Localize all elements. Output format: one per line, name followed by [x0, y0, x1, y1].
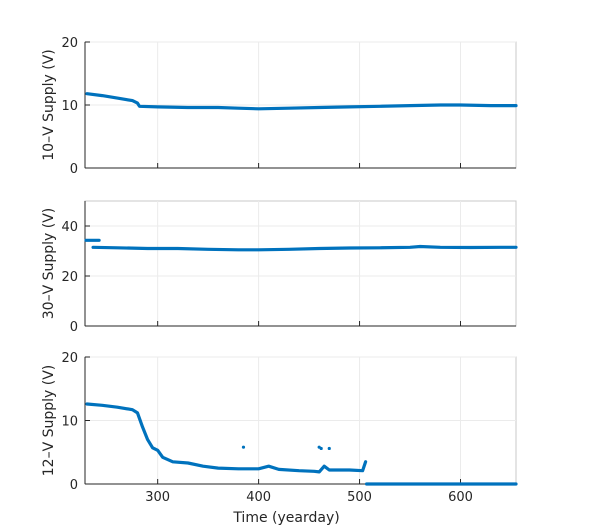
y-axis-label: 10–V Supply (V) — [41, 49, 57, 161]
y-tick-label: 20 — [61, 351, 78, 366]
panel-3: 0 10 20 300 400 500 600 12–V Supply (V) Time (ye… — [41, 351, 518, 525]
y-axis-label: 30–V Supply (V) — [41, 208, 57, 320]
x-tick-label: 300 — [145, 490, 170, 505]
x-tick-label: 400 — [246, 490, 271, 505]
plot-area — [84, 200, 517, 327]
data-point — [241, 445, 246, 449]
series-line — [85, 402, 368, 474]
x-tick-label: 500 — [347, 490, 372, 505]
x-axis-label: Time (yearday) — [232, 510, 339, 525]
y-tick-label: 0 — [70, 320, 78, 335]
y-tick-label: 20 — [61, 270, 78, 285]
y-axis-label: 12–V Supply (V) — [41, 365, 57, 477]
data-point — [327, 446, 331, 451]
y-tick-label: 40 — [61, 220, 78, 235]
y-tick-label: 0 — [70, 162, 78, 177]
y-tick-label: 10 — [61, 415, 78, 430]
y-tick-label: 20 — [61, 36, 78, 51]
panel-2: 0 20 40 30–V Supply (V) — [41, 200, 518, 335]
x-tick-label: 600 — [448, 490, 473, 505]
panel-1: 0 10 20 10–V Supply (V) — [41, 36, 518, 177]
y-tick-label: 0 — [70, 478, 78, 493]
series-line — [91, 244, 518, 252]
data-point — [319, 446, 323, 451]
series-line — [85, 92, 518, 111]
y-tick-label: 10 — [61, 99, 78, 114]
